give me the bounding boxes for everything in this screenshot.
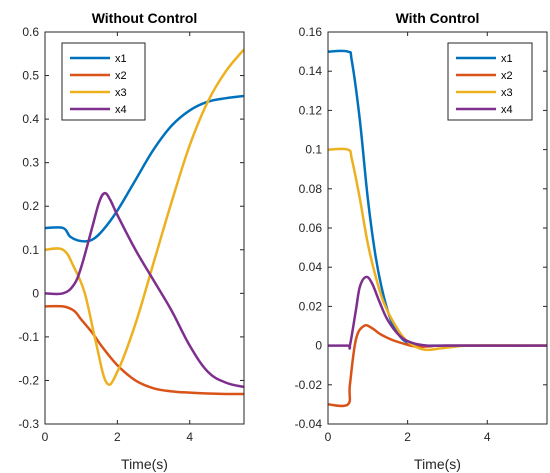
y-tick-label: -0.04 bbox=[295, 417, 323, 431]
y-tick-label: 0.5 bbox=[22, 69, 39, 83]
legend: x1 x2 x3 x4 bbox=[61, 42, 146, 121]
y-tick-label: -0.1 bbox=[18, 330, 39, 344]
y-tick-label: 0.3 bbox=[22, 156, 39, 170]
series-line-x3 bbox=[45, 48, 244, 386]
series-line-x4 bbox=[328, 275, 547, 350]
plot-frame bbox=[44, 31, 245, 425]
x-axis-label: Time(s) bbox=[414, 456, 461, 472]
x-tick-label: 4 bbox=[484, 430, 491, 444]
series-layer bbox=[45, 48, 244, 396]
legend: x1 x2 x3 x4 bbox=[447, 42, 533, 121]
chart-title: Without Control bbox=[92, 10, 198, 26]
y-tick-label: 0.16 bbox=[299, 25, 323, 39]
legend-label-x2: x2 bbox=[115, 70, 127, 82]
plot-frame bbox=[327, 31, 548, 425]
x-tick-label: 0 bbox=[42, 430, 49, 444]
y-tick-label: 0.4 bbox=[22, 112, 39, 126]
x-tick-label: 2 bbox=[114, 430, 121, 444]
y-tick-label: 0.08 bbox=[299, 182, 323, 196]
y-tick-label: 0.1 bbox=[305, 143, 322, 157]
x-tick-label: 0 bbox=[325, 430, 332, 444]
chart-title: With Control bbox=[396, 10, 480, 26]
y-tick-label: 0.04 bbox=[299, 260, 323, 274]
legend-label-x3: x3 bbox=[501, 87, 513, 99]
series-line-x2 bbox=[45, 304, 244, 396]
y-tick-label: 0 bbox=[32, 286, 39, 300]
y-tick-label: 0.06 bbox=[299, 221, 323, 235]
y-tick-label: -0.3 bbox=[18, 417, 39, 431]
x-tick-label: 2 bbox=[404, 430, 411, 444]
ticks-layer: -0.04 -0.02 0 0.02 0.04 0.06 0.08 0.1 0.12 0.14 0.… bbox=[295, 25, 547, 444]
y-tick-label: -0.2 bbox=[18, 373, 39, 387]
legend-box bbox=[447, 42, 533, 121]
y-tick-label: -0.02 bbox=[295, 378, 323, 392]
legend-box bbox=[61, 42, 146, 121]
legend-label-x4: x4 bbox=[115, 104, 127, 116]
y-tick-label: 0.02 bbox=[299, 299, 323, 313]
y-tick-label: 0.6 bbox=[22, 25, 39, 39]
legend-label-x1: x1 bbox=[115, 53, 127, 65]
y-tick-label: 0.14 bbox=[299, 64, 323, 78]
y-tick-label: 0.1 bbox=[22, 243, 39, 257]
legend-label-x4: x4 bbox=[501, 104, 513, 116]
chart-with-control: With Control Time(s) -0.04 -0.02 0 0.02 0.04… bbox=[295, 10, 548, 472]
legend-label-x1: x1 bbox=[501, 53, 513, 65]
legend-label-x3: x3 bbox=[115, 87, 127, 99]
y-tick-label: 0.12 bbox=[299, 103, 323, 117]
y-tick-label: 0.2 bbox=[22, 199, 39, 213]
x-tick-label: 4 bbox=[186, 430, 193, 444]
chart-without-control: Without Control Time(s) -0.3 -0.2 -0.1 0 0.1… bbox=[18, 10, 245, 472]
x-axis-label: Time(s) bbox=[121, 456, 168, 472]
legend-label-x2: x2 bbox=[501, 70, 513, 82]
series-layer bbox=[328, 49, 547, 408]
ticks-layer: -0.3 -0.2 -0.1 0 0.1 0.2 0.3 0.4 0.5 0.6 0 2 4 bbox=[18, 25, 244, 444]
series-line-x4 bbox=[45, 191, 244, 389]
y-tick-label: 0 bbox=[315, 339, 322, 353]
